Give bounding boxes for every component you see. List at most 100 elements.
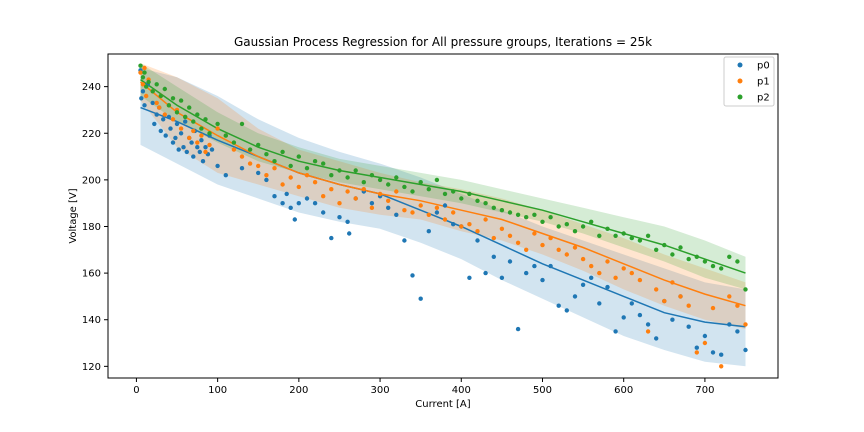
point-p0-20 <box>183 119 188 124</box>
point-p2-49 <box>451 189 456 194</box>
point-p0-18 <box>178 131 184 136</box>
point-p1-38 <box>353 196 358 201</box>
point-p0-30 <box>203 145 208 150</box>
point-p0-36 <box>239 166 245 171</box>
point-p1-83 <box>719 364 724 369</box>
legend-label-p0: p0 <box>757 61 770 72</box>
point-p0-67 <box>475 238 480 243</box>
legend-marker-p1 <box>737 78 743 84</box>
point-p0-5 <box>150 100 155 106</box>
point-p2-72 <box>637 238 643 243</box>
x-tick-label-700: 700 <box>695 385 714 396</box>
y-tick-label-240: 240 <box>82 82 101 93</box>
point-p2-47 <box>434 177 440 183</box>
point-p2-11 <box>174 110 180 115</box>
point-p2-68 <box>605 226 610 231</box>
point-p0-6 <box>152 121 157 127</box>
point-p0-44 <box>296 201 301 206</box>
point-p1-54 <box>483 217 488 222</box>
point-p1-36 <box>337 201 342 206</box>
mean-curve-p2 <box>140 78 746 274</box>
point-p1-56 <box>499 226 505 231</box>
point-p0-70 <box>499 275 505 280</box>
point-p1-26 <box>256 163 261 169</box>
point-p2-10 <box>170 96 176 101</box>
point-p1-41 <box>377 191 383 197</box>
point-p0-35 <box>223 173 228 178</box>
point-p2-71 <box>629 235 634 241</box>
legend-label-p2: p2 <box>757 93 770 104</box>
point-p2-44 <box>410 189 415 194</box>
point-p2-81 <box>710 263 716 269</box>
point-p1-27 <box>264 173 269 178</box>
y-tick-label-140: 140 <box>82 315 101 326</box>
point-p1-7 <box>157 105 162 110</box>
point-p0-95 <box>702 333 708 339</box>
point-p1-58 <box>515 240 521 245</box>
y-tick-label-220: 220 <box>82 129 101 140</box>
point-p0-63 <box>442 203 448 208</box>
point-p0-21 <box>184 149 189 155</box>
point-p2-75 <box>662 242 667 248</box>
point-p1-37 <box>345 189 350 194</box>
y-tick-label-180: 180 <box>82 222 101 233</box>
x-tick-label-400: 400 <box>452 385 471 396</box>
y-tick-label-120: 120 <box>82 362 101 373</box>
point-p2-69 <box>613 233 618 238</box>
point-p0-37 <box>256 170 261 176</box>
point-p0-33 <box>209 147 215 152</box>
point-p0-81 <box>589 275 594 280</box>
x-tick-label-200: 200 <box>289 385 308 396</box>
point-p2-31 <box>304 166 310 171</box>
point-p2-9 <box>166 103 172 108</box>
point-p1-86 <box>743 322 748 327</box>
point-p1-15 <box>187 135 192 141</box>
point-p0-46 <box>312 201 318 206</box>
point-p0-78 <box>564 308 569 313</box>
point-p0-99 <box>735 329 740 334</box>
point-p1-43 <box>394 189 399 194</box>
point-p0-16 <box>174 121 180 127</box>
point-p2-33 <box>321 161 326 166</box>
point-p0-43 <box>292 217 297 222</box>
point-p1-57 <box>507 233 513 238</box>
point-p0-34 <box>215 163 220 169</box>
y-axis: 120 140 160 180 200 220 240 <box>82 82 108 373</box>
point-p2-16 <box>195 112 200 117</box>
x-tick-label-600: 600 <box>614 385 633 396</box>
point-p2-67 <box>597 233 602 238</box>
point-p2-12 <box>178 98 184 103</box>
point-p1-48 <box>434 205 440 210</box>
point-p2-85 <box>743 287 748 292</box>
legend-box <box>723 56 775 107</box>
point-p0-79 <box>572 294 578 299</box>
x-tick-label-300: 300 <box>371 385 390 396</box>
point-p1-74 <box>645 329 651 334</box>
point-p1-79 <box>686 303 691 308</box>
legend-marker-p0 <box>737 62 743 68</box>
point-p0-40 <box>280 201 285 206</box>
x-axis-label: Current [A] <box>415 399 470 410</box>
point-p1-11 <box>170 117 176 122</box>
plot-frame <box>107 53 779 379</box>
point-p2-64 <box>572 229 578 234</box>
point-p0-51 <box>347 231 352 236</box>
point-p0-84 <box>613 329 618 334</box>
point-p0-86 <box>629 301 634 306</box>
legend: p0 p1 p2 <box>723 56 775 107</box>
point-p1-49 <box>442 217 448 222</box>
data-points <box>138 63 748 369</box>
point-p1-84 <box>727 294 732 299</box>
point-p0-26 <box>195 145 200 150</box>
point-p0-27 <box>197 149 202 155</box>
point-p1-0 <box>138 70 143 75</box>
point-p2-48 <box>442 191 448 197</box>
point-p2-66 <box>589 219 594 224</box>
band-p1 <box>140 63 746 330</box>
point-p0-61 <box>426 229 431 234</box>
point-p0-82 <box>597 301 602 306</box>
point-p0-69 <box>491 254 496 259</box>
point-p1-46 <box>418 203 423 208</box>
point-p2-60 <box>540 219 545 224</box>
